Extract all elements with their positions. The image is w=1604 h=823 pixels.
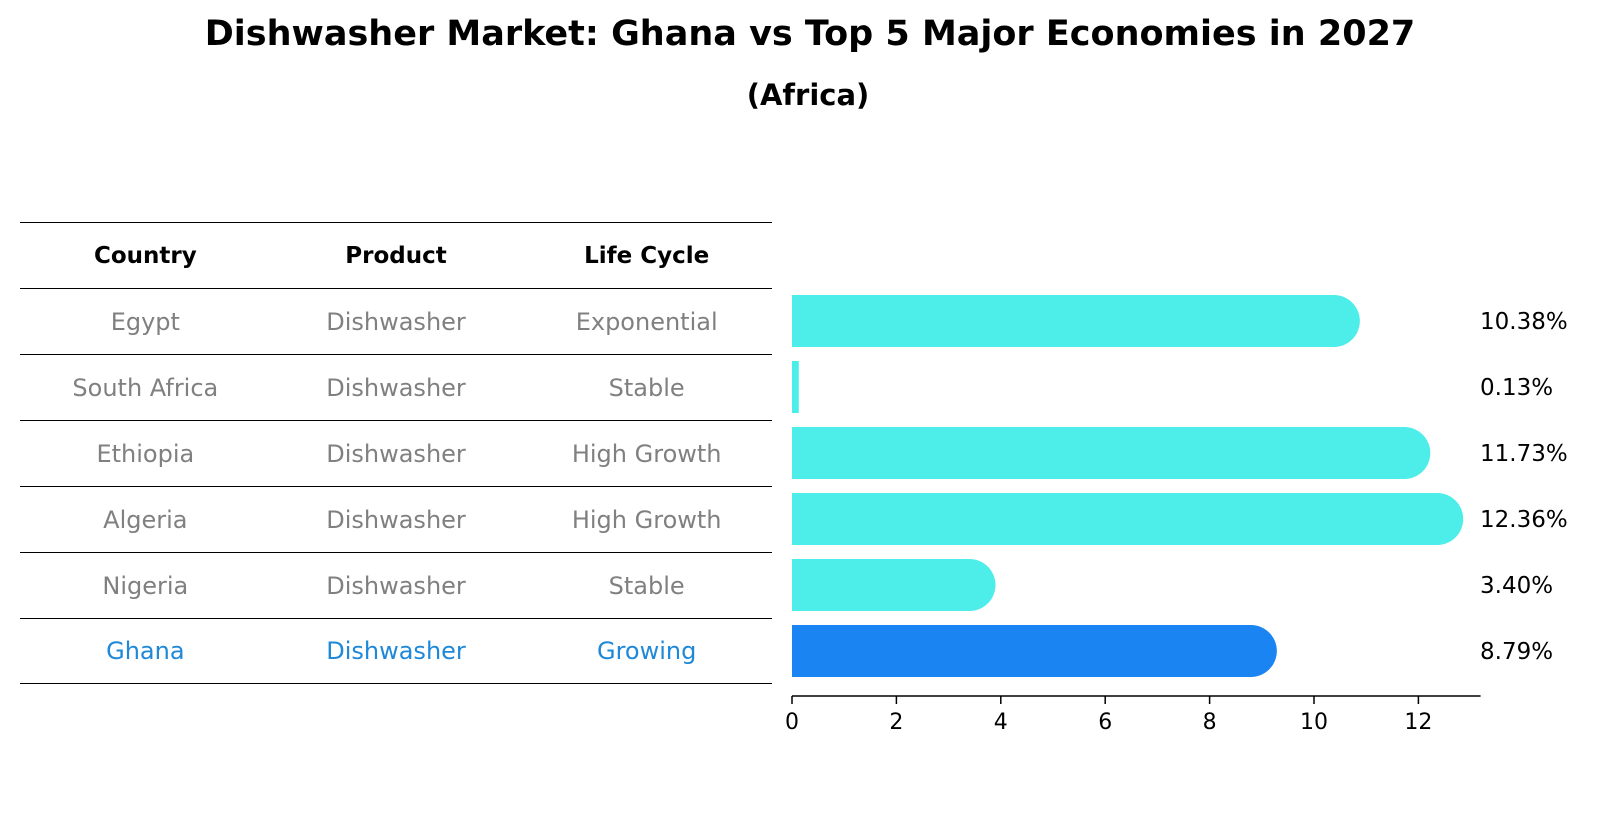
table-row: Ethiopia Dishwasher High Growth xyxy=(20,420,772,486)
life-cycle-cell: High Growth xyxy=(571,505,722,534)
life-cycle-cell: Stable xyxy=(608,571,685,600)
chart-subtitle: (Africa) xyxy=(746,78,870,112)
country-cell: Nigeria xyxy=(102,571,189,600)
bar xyxy=(792,361,799,413)
bar xyxy=(792,295,1360,347)
life-cycle-cell: High Growth xyxy=(571,439,722,468)
header-country: Country xyxy=(93,242,197,269)
x-tick-label: 2 xyxy=(889,710,903,735)
value-label: 10.38% xyxy=(1480,309,1568,335)
table-header-row: Country Product Life Cycle xyxy=(20,222,772,288)
table-row: Egypt Dishwasher Exponential xyxy=(20,288,772,354)
table-row: Nigeria Dishwasher Stable xyxy=(20,552,772,618)
value-label: 12.36% xyxy=(1480,507,1568,533)
value-label: 0.13% xyxy=(1480,375,1553,401)
value-label: 8.79% xyxy=(1480,639,1553,665)
chart-title: Dishwasher Market: Ghana vs Top 5 Major … xyxy=(204,14,1416,54)
country-cell: Ghana xyxy=(106,637,185,665)
header-life-cycle: Life Cycle xyxy=(584,242,710,269)
value-label: 11.73% xyxy=(1480,441,1568,467)
product-cell: Dishwasher xyxy=(326,373,466,402)
country-cell: Algeria xyxy=(103,505,188,534)
product-cell: Dishwasher xyxy=(326,505,466,534)
market-table: Country Product Life Cycle Egypt Dishwas… xyxy=(20,222,772,684)
header-product: Product xyxy=(345,242,447,269)
table-row: South Africa Dishwasher Stable xyxy=(20,354,772,420)
product-cell: Dishwasher xyxy=(326,307,466,336)
x-tick-label: 0 xyxy=(785,710,799,735)
life-cycle-cell: Growing xyxy=(596,637,697,665)
bar xyxy=(792,427,1431,479)
country-cell: South Africa xyxy=(72,373,219,402)
table-row: Algeria Dishwasher High Growth xyxy=(20,486,772,552)
life-cycle-cell: Stable xyxy=(608,373,685,402)
x-tick-label: 10 xyxy=(1300,710,1328,735)
product-cell: Dishwasher xyxy=(326,637,466,665)
x-tick-label: 8 xyxy=(1203,710,1217,735)
bar-highlight xyxy=(792,625,1277,677)
country-cell: Ethiopia xyxy=(96,439,195,468)
table-row-highlighted: Ghana Dishwasher Growing xyxy=(20,618,772,684)
product-cell: Dishwasher xyxy=(326,571,466,600)
x-tick-label: 12 xyxy=(1404,710,1432,735)
bar xyxy=(792,493,1464,545)
x-tick-label: 6 xyxy=(1098,710,1112,735)
x-tick-label: 4 xyxy=(994,710,1008,735)
product-cell: Dishwasher xyxy=(326,439,466,468)
value-label: 3.40% xyxy=(1480,573,1553,599)
bar xyxy=(792,559,996,611)
country-cell: Egypt xyxy=(110,307,180,336)
life-cycle-cell: Exponential xyxy=(575,307,718,336)
